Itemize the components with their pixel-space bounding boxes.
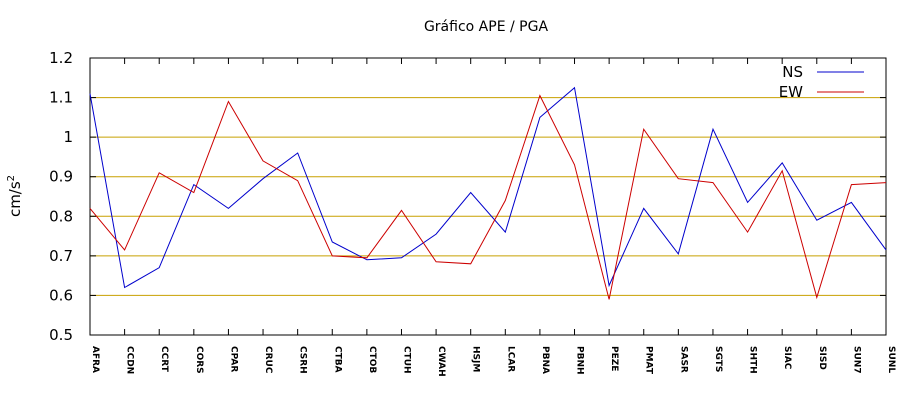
x-tick-label: SISD — [817, 346, 827, 370]
x-tick-label: CTOB — [367, 346, 377, 373]
x-tick-label: SHTH — [748, 346, 758, 374]
x-tick-label: PBNA — [540, 346, 550, 374]
x-tick-label: SUN7 — [851, 346, 861, 374]
legend-label-ns: NS — [782, 63, 803, 81]
y-tick-label: 0.5 — [49, 326, 73, 344]
y-axis-label-exponent: 2 — [6, 175, 17, 181]
plot-frame — [89, 57, 887, 336]
legend: NS EW — [779, 63, 864, 101]
x-tick-label: SUNL — [886, 346, 896, 373]
y-tick-label: 1.2 — [49, 49, 73, 67]
x-tick-label: CSRH — [298, 346, 308, 374]
legend-label-ew: EW — [779, 83, 803, 101]
grid-lines — [90, 97, 886, 296]
x-tick-label: CTUH — [401, 346, 411, 374]
x-tick-label: PMAT — [644, 346, 654, 375]
y-axis-label: cm/s2 — [6, 175, 24, 217]
x-tick-label: CWAH — [436, 346, 446, 377]
x-tick-label: HSJM — [471, 346, 481, 372]
y-axis-label-unit: cm/s — [6, 181, 24, 217]
y-tick-label: 0.6 — [49, 286, 73, 304]
x-tick-label: CORS — [194, 346, 204, 374]
chart-title: Gráfico APE / PGA — [424, 19, 548, 35]
series-line-ew — [89, 94, 887, 300]
x-tick-label: CRUC — [263, 346, 273, 374]
x-tick-label: CPAR — [228, 346, 238, 372]
x-tick-label: PBNH — [575, 346, 585, 375]
x-tick-label: CCDN — [125, 346, 135, 374]
series-line-ns — [89, 86, 887, 289]
y-tick-label: 0.9 — [49, 168, 73, 186]
x-tick-label: LCAR — [505, 346, 515, 372]
y-tick-label: 0.8 — [49, 207, 73, 225]
y-tick-label: 1.1 — [49, 89, 73, 107]
x-axis-ticks: AFRA CCDN CCRT CORS CPAR CRUC CSRH CTBA CTOB CTUH… — [89, 58, 896, 377]
x-tick-label: PEZE — [609, 346, 619, 371]
x-tick-label: CTBA — [332, 346, 342, 373]
x-tick-label: SIAC — [782, 346, 792, 370]
y-axis-ticks: 0.5 0.6 0.7 0.8 0.9 1 1.1 1.2 — [49, 49, 886, 344]
x-tick-label: CCRT — [159, 346, 169, 373]
y-tick-label: 1 — [63, 128, 73, 146]
x-tick-label: AFRA — [90, 346, 100, 373]
x-tick-label: SGTS — [713, 346, 723, 372]
y-tick-label: 0.7 — [49, 247, 73, 265]
x-tick-label: SASR — [678, 346, 688, 373]
series-lines — [89, 86, 887, 300]
